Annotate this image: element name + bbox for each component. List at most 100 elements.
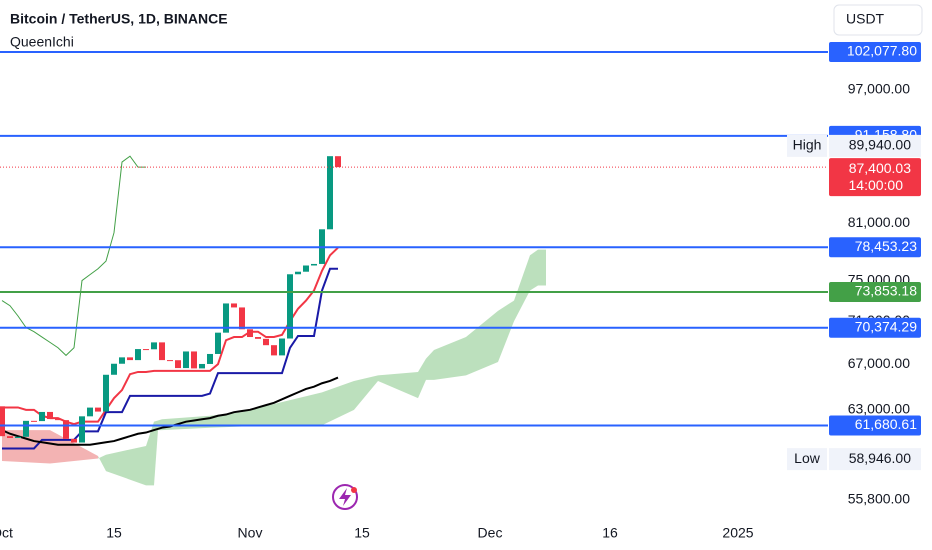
candle-body <box>263 338 269 346</box>
candle-body <box>303 265 309 272</box>
candle-body <box>167 360 173 362</box>
candle-body <box>175 360 181 369</box>
candle-body <box>95 407 101 412</box>
high-tag: High <box>793 137 822 153</box>
candle-body <box>111 363 117 375</box>
level-label: 70,374.29 <box>855 318 917 334</box>
candle-body <box>255 337 261 339</box>
low-value: 58,946.00 <box>849 450 911 466</box>
candle-body <box>231 303 237 308</box>
x-tick-label: Nov <box>238 525 263 541</box>
candle-body <box>15 436 21 439</box>
candle-body <box>199 363 205 369</box>
candle-body <box>207 353 213 364</box>
candle-body <box>247 329 253 338</box>
cloud-segment <box>146 421 154 486</box>
cloud-segment <box>530 249 538 291</box>
high-value-box <box>829 134 921 157</box>
candle-body <box>103 374 109 412</box>
cloud-segment <box>514 255 530 322</box>
cloud-segment <box>2 430 50 464</box>
plot-area <box>0 51 828 486</box>
candle-body <box>31 420 37 422</box>
level-label-box <box>829 281 921 302</box>
candle-body <box>23 420 29 437</box>
indicator-line <box>2 267 338 450</box>
currency-label[interactable]: USDT <box>846 11 885 27</box>
x-tick-label: Dec <box>478 525 503 541</box>
cloud-segment <box>98 454 106 472</box>
cloud-segment <box>322 380 354 426</box>
level-label: 61,680.61 <box>855 416 917 432</box>
level-label: 73,853.18 <box>855 283 917 299</box>
symbol-title: Bitcoin / TetherUS, 1D, BINANCE <box>10 11 228 27</box>
candle-body <box>143 349 149 351</box>
x-tick-label: Oct <box>0 525 13 541</box>
x-tick-label: 2025 <box>722 525 753 541</box>
candle-body <box>311 263 317 266</box>
candle-body <box>191 351 197 369</box>
level-label: 102,077.80 <box>847 43 917 59</box>
cloud-segment <box>154 420 158 486</box>
candle-body <box>55 419 61 421</box>
candle-body <box>159 342 165 361</box>
y-tick-label: 81,000.00 <box>848 214 910 230</box>
cloud-segment <box>538 249 546 286</box>
candle-body <box>215 332 221 354</box>
candle-body <box>327 156 333 230</box>
x-tick-label: 16 <box>602 525 618 541</box>
countdown: 14:00:00 <box>849 177 904 193</box>
candle-body <box>151 342 157 350</box>
candle-body <box>39 411 45 422</box>
candle-body <box>271 345 277 356</box>
level-label: 78,453.23 <box>855 238 917 254</box>
candle-body <box>79 416 85 443</box>
low-value-box <box>829 448 921 471</box>
candle-body <box>0 406 5 437</box>
cloud-segment <box>426 349 434 380</box>
high-value: 89,940.00 <box>849 137 911 153</box>
level-label-box <box>829 317 921 338</box>
candle-body <box>7 436 13 439</box>
cloud-segment <box>242 403 274 427</box>
candle-body <box>295 271 301 275</box>
level-label-box <box>829 415 921 436</box>
candle-body <box>87 407 93 417</box>
y-tick-label: 67,000.00 <box>848 355 910 371</box>
cloud-segment <box>498 300 514 362</box>
indicator-line <box>2 246 339 426</box>
y-tick-label: 63,000.00 <box>848 401 910 417</box>
candle-body <box>287 274 293 339</box>
y-tick-label: 97,000.00 <box>848 81 910 97</box>
high-tag-box <box>787 134 827 157</box>
cloud-segment <box>354 375 378 410</box>
indicator-name: QueenIchi <box>10 34 74 50</box>
candle-body <box>223 303 229 333</box>
candle-body <box>127 357 133 361</box>
low-tag: Low <box>794 450 821 466</box>
candle-body <box>335 156 341 168</box>
candle-body <box>119 357 125 364</box>
candle-body <box>47 411 53 420</box>
last-price-box <box>829 158 921 197</box>
cloud-segment <box>434 337 466 380</box>
x-tick-label: 15 <box>106 525 122 541</box>
candle-body <box>71 438 77 443</box>
watermark-icon <box>332 484 358 510</box>
candle-body <box>183 351 189 369</box>
cloud-segment <box>378 371 418 399</box>
x-tick-label: 15 <box>354 525 370 541</box>
level-label-box <box>829 237 921 258</box>
candle-body <box>135 349 141 361</box>
candle-body <box>239 307 245 330</box>
currency-button[interactable] <box>833 4 923 36</box>
cloud-segment <box>274 392 322 426</box>
level-label-box <box>829 42 921 63</box>
cloud-segment <box>50 430 98 464</box>
cloud-segment <box>106 445 146 486</box>
low-tag-box <box>787 448 827 471</box>
cloud-segment <box>418 358 426 399</box>
last-price-label: 87,400.03 <box>849 160 911 176</box>
